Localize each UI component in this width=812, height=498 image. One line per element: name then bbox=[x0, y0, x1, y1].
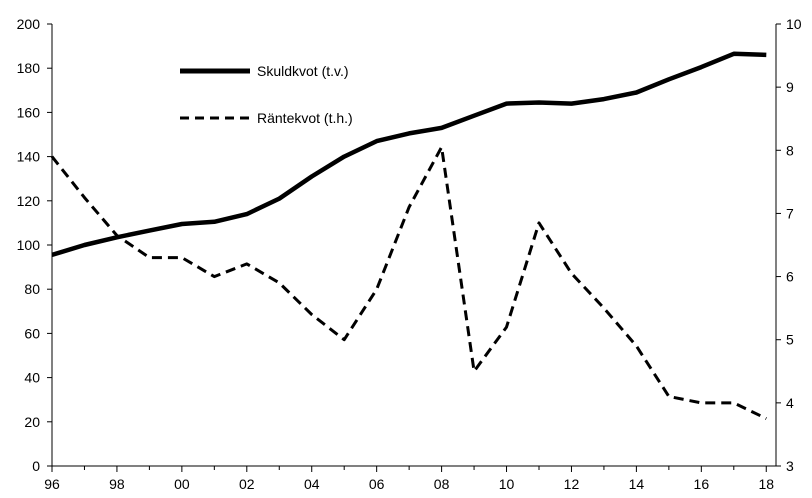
left-y-tick-label: 60 bbox=[24, 325, 40, 341]
series-lines bbox=[50, 51, 767, 420]
left-y-tick-label: 100 bbox=[17, 237, 41, 253]
left-y-tick-label: 40 bbox=[24, 370, 40, 386]
right-y-tick-label: 10 bbox=[786, 16, 802, 32]
x-tick-label: 04 bbox=[304, 476, 320, 492]
left-y-tick-label: 80 bbox=[24, 281, 40, 297]
x-tick-label: 06 bbox=[369, 476, 385, 492]
x-tick-label: 00 bbox=[174, 476, 190, 492]
left-y-tick-label: 200 bbox=[17, 16, 41, 32]
right-y-tick-label: 5 bbox=[786, 332, 794, 348]
left-y-tick-label: 160 bbox=[17, 104, 41, 120]
x-tick-label: 18 bbox=[758, 476, 774, 492]
left-y-tick-label: 180 bbox=[17, 60, 41, 76]
right-y-tick-label: 6 bbox=[786, 269, 794, 285]
x-tick-label: 02 bbox=[239, 476, 255, 492]
x-tick-label: 96 bbox=[44, 476, 60, 492]
x-tick-label: 08 bbox=[434, 476, 450, 492]
x-tick-label: 98 bbox=[109, 476, 125, 492]
right-y-tick-label: 4 bbox=[786, 395, 794, 411]
legend: Skuldkvot (t.v.) Räntekvot (t.h.) bbox=[180, 63, 353, 126]
x-tick-label: 12 bbox=[564, 476, 580, 492]
left-y-tick-label: 120 bbox=[17, 193, 41, 209]
series-line-skuldkvot bbox=[51, 51, 767, 258]
series-line-rantekvot bbox=[50, 145, 767, 420]
right-y-tick-label: 8 bbox=[786, 142, 794, 158]
right-y-tick-label: 7 bbox=[786, 205, 794, 221]
left-y-tick-label: 140 bbox=[17, 149, 41, 165]
left-y-tick-label: 0 bbox=[32, 458, 40, 474]
x-tick-label: 16 bbox=[694, 476, 710, 492]
legend-label-rantekvot: Räntekvot (t.h.) bbox=[257, 110, 353, 126]
left-y-tick-label: 20 bbox=[24, 414, 40, 430]
right-y-tick-label: 3 bbox=[786, 458, 794, 474]
x-tick-label: 14 bbox=[629, 476, 645, 492]
x-tick-label: 10 bbox=[499, 476, 515, 492]
right-y-tick-label: 9 bbox=[786, 79, 794, 95]
legend-label-skuldkvot: Skuldkvot (t.v.) bbox=[257, 63, 349, 79]
